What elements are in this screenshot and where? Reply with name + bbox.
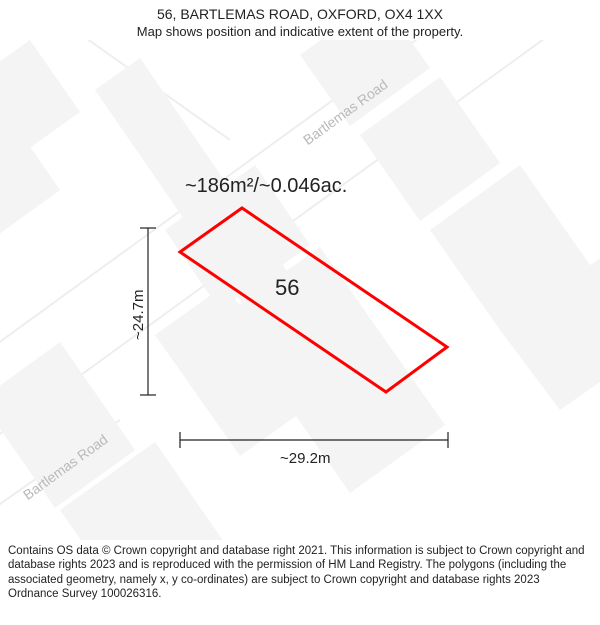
map-canvas: Bartlemas Road Bartlemas Road ~186m²/~0.… bbox=[0, 40, 600, 540]
dim-horizontal-label: ~29.2m bbox=[280, 450, 330, 467]
header: 56, BARTLEMAS ROAD, OXFORD, OX4 1XX Map … bbox=[0, 0, 600, 40]
area-label: ~186m²/~0.046ac. bbox=[185, 175, 347, 198]
house-number: 56 bbox=[275, 275, 299, 301]
footer-copyright: Contains OS data © Crown copyright and d… bbox=[0, 540, 600, 602]
dim-vertical-label: ~24.7m bbox=[130, 289, 147, 339]
page-subtitle: Map shows position and indicative extent… bbox=[0, 24, 600, 40]
page-title: 56, BARTLEMAS ROAD, OXFORD, OX4 1XX bbox=[0, 6, 600, 24]
